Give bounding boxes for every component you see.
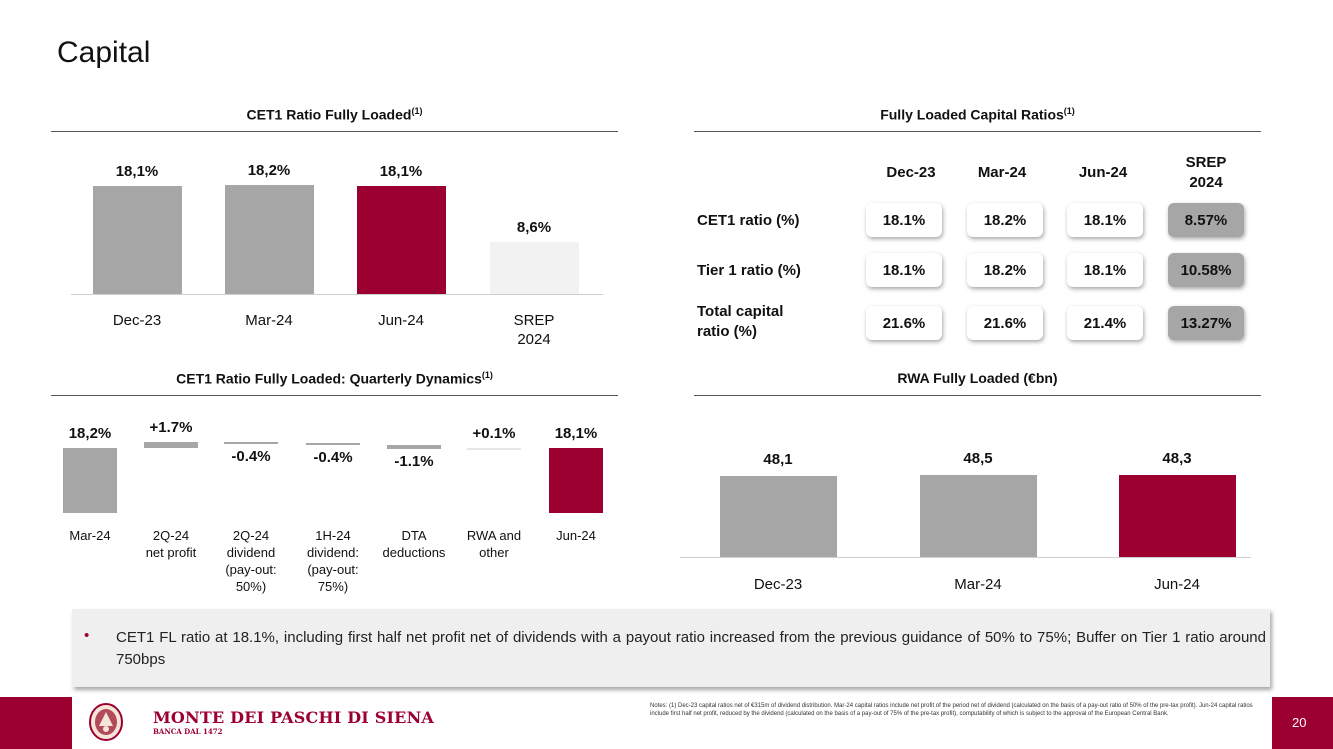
rwa-value-label: 48,1 (763, 450, 793, 468)
dynamics-value-label: 18,2% (68, 425, 112, 442)
rwa-category-label: Mar-24 (954, 576, 1002, 593)
dynamics-chart-title-sup: (1) (481, 370, 493, 380)
page-title: Capital (57, 36, 151, 69)
cet1-value-label: 18,1% (115, 162, 159, 180)
cet1-chart-title-text: CET1 Ratio Fully Loaded (246, 106, 412, 123)
cet1-bar (489, 242, 579, 294)
ratios-cell: 21.6% (866, 306, 942, 340)
dynamics-category-label: Jun-24 (556, 528, 596, 543)
ratios-cell: 21.4% (1067, 306, 1143, 340)
cet1-bar (356, 185, 446, 294)
cet1-category-label: SREP 2024 (513, 312, 555, 348)
dynamics-bar (306, 443, 360, 446)
dynamics-bar (224, 441, 278, 444)
dynamics-category-label: Mar-24 (69, 528, 111, 543)
ratios-cell: 18.1% (1067, 203, 1143, 237)
rwa-value-label: 48,3 (1162, 450, 1192, 468)
rwa-chart-axis (680, 557, 1251, 558)
cet1-value-label: 18,2% (247, 162, 291, 179)
ratios-col-jun24: Jun-24 (1078, 164, 1128, 181)
ratios-cell: 18.1% (866, 203, 942, 237)
dynamics-bar (549, 448, 603, 513)
cet1-bar (224, 185, 314, 294)
dynamics-chart-title: CET1 Ratio Fully Loaded: Quarterly Dynam… (51, 370, 618, 387)
dynamics-value-label: 18,1% (554, 425, 598, 443)
dynamics-chart-title-text: CET1 Ratio Fully Loaded: Quarterly Dynam… (176, 370, 482, 387)
dynamics-bar (63, 448, 117, 513)
ratios-table-title-sup: (1) (1063, 106, 1075, 116)
bank-logo-icon (88, 702, 124, 742)
ratios-row-cet1-label: CET1 ratio (%) (697, 212, 800, 229)
brand-subtitle: BANCA DAL 1472 (153, 727, 223, 736)
dynamics-category-label: RWA and other (466, 528, 522, 560)
dynamics-value-label: +1.7% (149, 418, 193, 436)
ratios-col-mar24: Mar-24 (977, 164, 1027, 181)
dynamics-bar (387, 444, 441, 449)
rwa-bar (919, 475, 1037, 557)
dynamics-chart-rule (51, 395, 618, 396)
dynamics-category-label: DTA deductions (382, 528, 446, 560)
ratios-table-title-text: Fully Loaded Capital Ratios (880, 106, 1064, 123)
note-text: CET1 FL ratio at 18.1%, including first … (116, 629, 1266, 668)
ratios-table-title: Fully Loaded Capital Ratios(1) (694, 106, 1261, 123)
rwa-category-label: Dec-23 (753, 576, 803, 593)
dynamics-category-label: 2Q-24 dividend (pay-out: 50%) (225, 528, 277, 594)
page-number: 20 (1292, 715, 1307, 730)
dynamics-category-label: 1H-24 dividend: (pay-out: 75%) (306, 528, 360, 594)
note-box: • CET1 FL ratio at 18.1%, including firs… (72, 609, 1270, 687)
dynamics-value-label: -0.4% (231, 447, 271, 465)
rwa-chart-title: RWA Fully Loaded (€bn) (897, 370, 1058, 386)
ratios-cell: 18.2% (967, 203, 1043, 237)
note-bullet: • (84, 627, 90, 644)
cet1-chart-title-sup: (1) (411, 106, 423, 116)
cet1-category-label: Mar-24 (245, 312, 293, 329)
rwa-value-label: 48,5 (963, 450, 993, 467)
dynamics-value-label: +0.1% (472, 425, 516, 443)
footnote: Notes: (1) Dec-23 capital ratios net of … (650, 703, 1253, 717)
brand-name: MONTE DEI PASCHI DI SIENA (153, 708, 435, 727)
rwa-category-label: Jun-24 (1154, 576, 1200, 593)
dynamics-bar (144, 441, 198, 448)
ratios-row-total-label: Total capital ratio (%) (697, 303, 784, 340)
ratios-cell: 18.1% (1067, 253, 1143, 287)
ratios-row-tier1-label: Tier 1 ratio (%) (697, 262, 801, 279)
cet1-value-label: 18,1% (379, 162, 423, 180)
cet1-chart-title: CET1 Ratio Fully Loaded(1) (51, 106, 618, 123)
rwa-bar (719, 475, 837, 557)
dynamics-bar (467, 448, 521, 451)
footer-panel (72, 697, 1272, 749)
dynamics-category-label: 2Q-24 net profit (145, 528, 197, 560)
rwa-chart-rule (694, 395, 1261, 396)
ratios-table-rule (694, 131, 1261, 132)
ratios-cell: 21.6% (967, 306, 1043, 340)
ratios-cell: 18.2% (967, 253, 1043, 287)
cet1-bar (92, 185, 182, 294)
dynamics-value-label: -0.4% (313, 449, 353, 467)
ratios-cell: 18.1% (866, 253, 942, 287)
rwa-bar (1118, 475, 1236, 557)
cet1-value-label: 8,6% (516, 219, 552, 237)
cet1-chart-axis (71, 294, 603, 295)
cet1-category-label: Jun-24 (378, 312, 424, 329)
ratios-col-srep2024: SREP 2024 (1185, 154, 1227, 191)
ratios-col-dec23: Dec-23 (886, 164, 936, 181)
cet1-category-label: Dec-23 (112, 312, 162, 329)
cet1-chart-rule (51, 131, 618, 132)
ratios-cell-srep: 13.27% (1168, 306, 1244, 340)
ratios-cell-srep: 10.58% (1168, 253, 1244, 287)
dynamics-value-label: -1.1% (394, 452, 434, 470)
ratios-cell-srep: 8.57% (1168, 203, 1244, 237)
